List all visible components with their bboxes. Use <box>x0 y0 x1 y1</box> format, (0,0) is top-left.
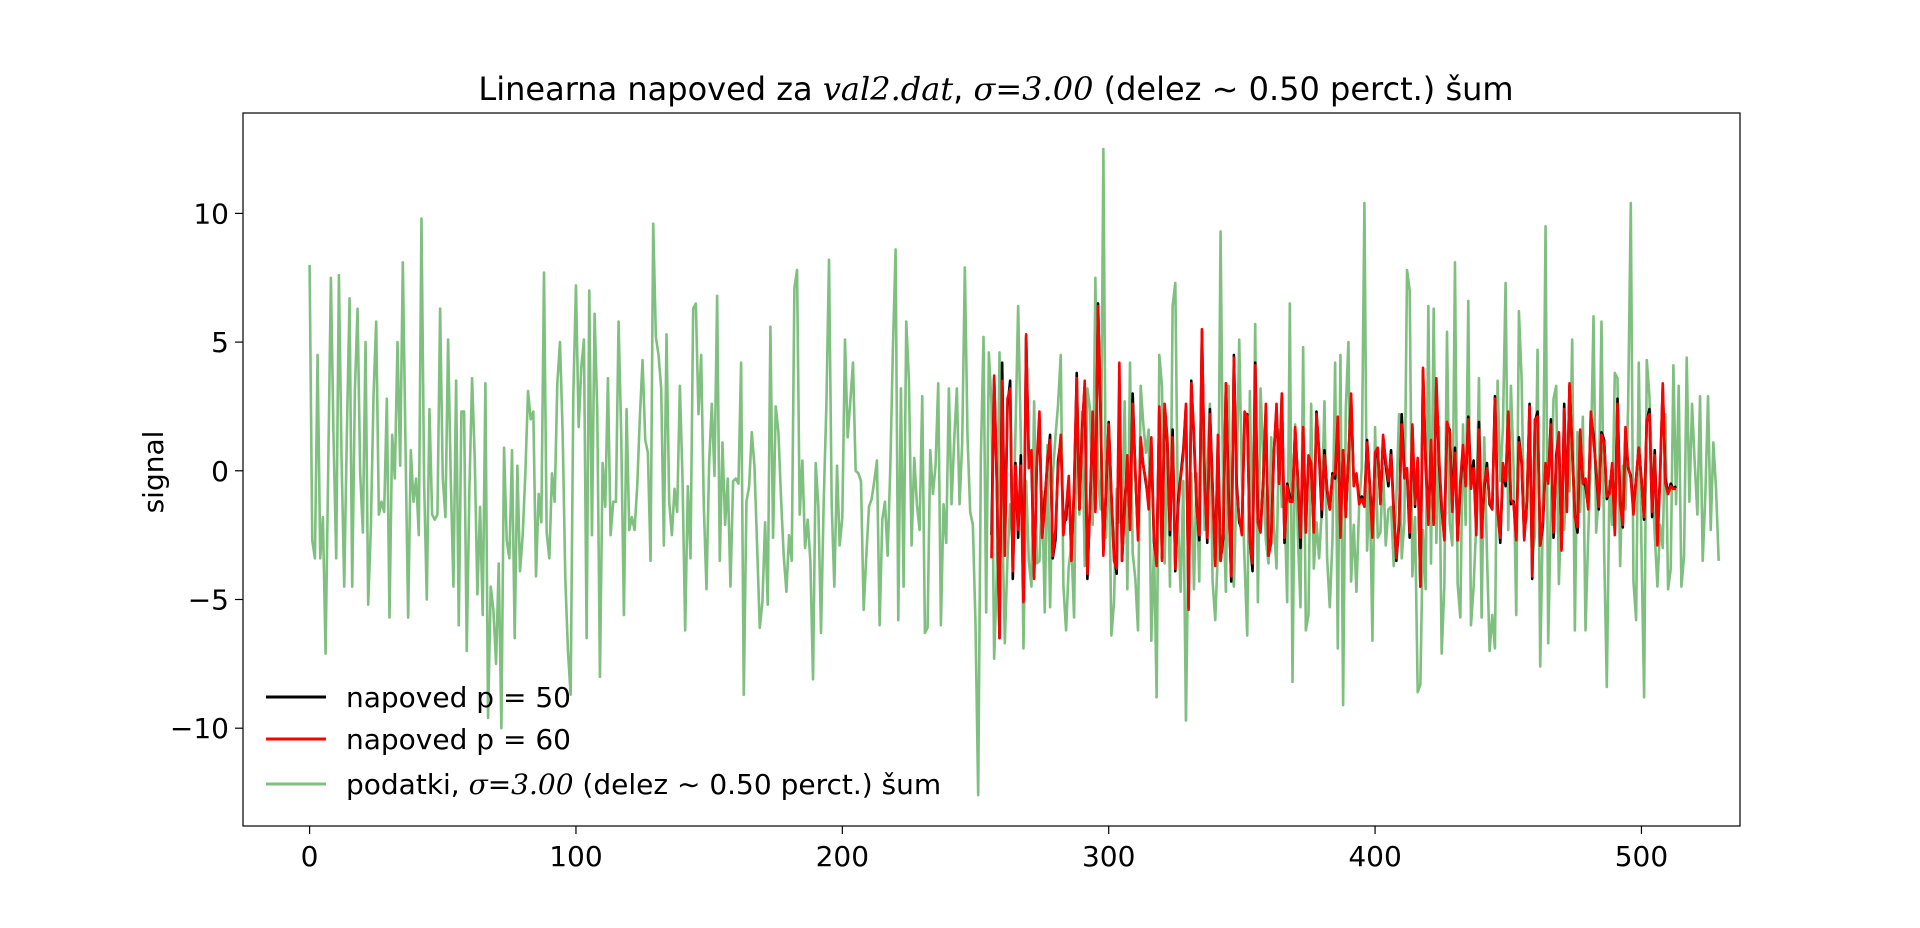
title-suffix: (delez ∼ 0.50 perct.) šum <box>1093 70 1513 108</box>
plot-frame <box>242 112 1741 827</box>
y-tick-label: 10 <box>193 197 229 230</box>
title-prefix: Linearna napoved za <box>478 70 822 108</box>
legend-data-suffix: (delez ∼ 0.50 perct.) šum <box>574 768 942 801</box>
legend: napoved p = 50 napoved p = 60 podatki, σ… <box>266 681 941 801</box>
title-mid: , <box>953 70 973 108</box>
x-tick-label: 500 <box>1615 840 1668 873</box>
series-layer <box>308 147 1720 797</box>
x-tick-label: 100 <box>549 840 602 873</box>
x-tick-label: 200 <box>816 840 869 873</box>
x-tick-label: 300 <box>1082 840 1135 873</box>
y-axis: −10 −5 0 5 10 <box>170 197 243 745</box>
title-sigma: σ=3.00 <box>974 70 1094 108</box>
title-filename: val2.dat <box>823 70 953 108</box>
legend-label-p60: napoved p = 60 <box>346 723 571 756</box>
legend-label-p50: napoved p = 50 <box>346 681 571 714</box>
x-tick-label: 400 <box>1348 840 1401 873</box>
legend-label-data: podatki, σ=3.00 (delez ∼ 0.50 perct.) šu… <box>346 768 941 801</box>
y-tick-label: 0 <box>211 455 229 488</box>
x-axis: 0 100 200 300 400 500 <box>301 826 1668 873</box>
y-tick-label: −10 <box>170 712 229 745</box>
chart-title: Linearna napoved za val2.dat, σ=3.00 (de… <box>478 70 1513 108</box>
legend-data-sigma: σ=3.00 <box>469 768 574 801</box>
y-tick-label: −5 <box>188 583 229 616</box>
legend-data-prefix: podatki, <box>346 768 469 801</box>
series-line-p60 <box>990 304 1677 640</box>
y-axis-label: signal <box>137 431 170 514</box>
x-tick-label: 0 <box>301 840 319 873</box>
y-tick-label: 5 <box>211 326 229 359</box>
